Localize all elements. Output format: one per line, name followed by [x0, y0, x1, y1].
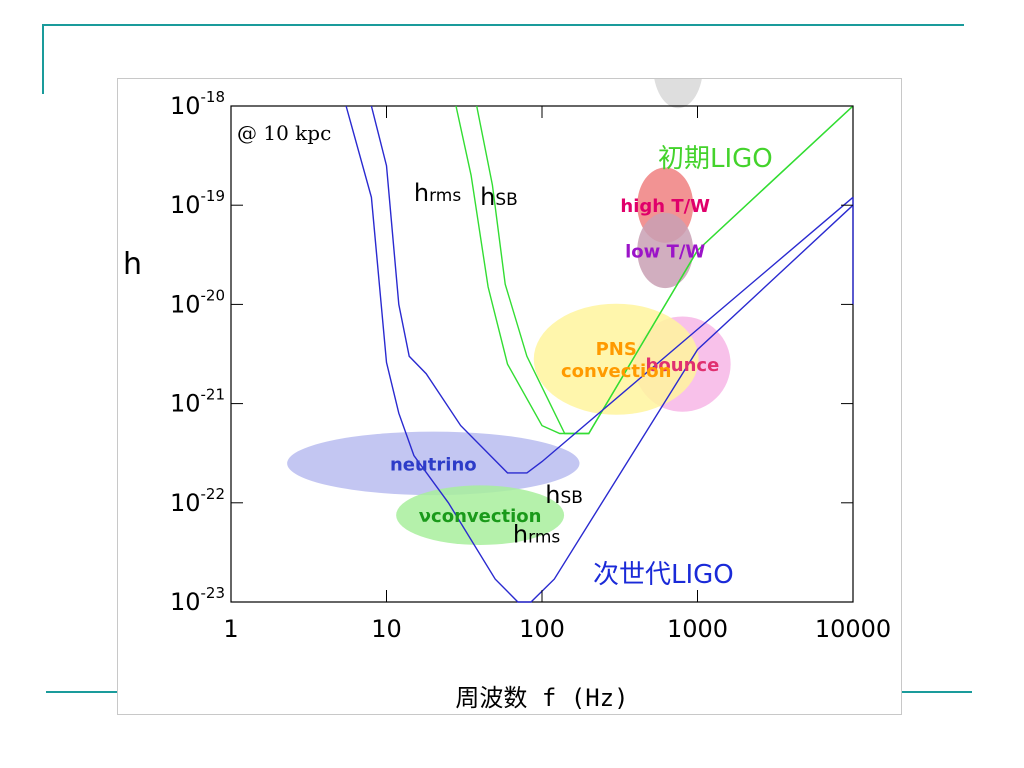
curve-initial-hsb — [476, 105, 854, 435]
curve-advanced-hrms — [345, 105, 854, 603]
y-axis-label: h — [123, 247, 142, 282]
region-label-neutrino: neutrino — [390, 454, 477, 475]
curve-label-rms: hrms — [414, 179, 461, 207]
chart-figure: 1 10 100 1000 10000 10-18 10-19 10-20 10-21 10-22… — [117, 78, 902, 715]
x-axis-label: 周波数 f (Hz) — [455, 684, 628, 712]
region-label-convection: νconvection — [419, 506, 542, 527]
slide-left-rule — [42, 24, 44, 94]
detector-label-initial-ligo: 初期LIGO — [658, 144, 773, 174]
region-label-high-t-w: high T/W — [620, 196, 710, 217]
curve-label-rms: hrms — [513, 520, 560, 548]
y-tick-label: 10-19 — [170, 187, 225, 219]
y-tick-label: 10-18 — [170, 88, 225, 120]
chart: 1 10 100 1000 10000 10-18 10-19 10-20 10-21 10-22… — [123, 79, 891, 712]
slide-top-rule — [42, 24, 964, 26]
detector-label-advanced-ligo: 次世代LIGO — [593, 560, 734, 590]
x-tick-label: 100 — [519, 615, 565, 643]
x-tick-label: 10 — [371, 615, 402, 643]
region-pns-convection — [533, 303, 699, 415]
region-label-low-t-w: low T/W — [625, 241, 705, 262]
slide-bottom-rule-left — [46, 691, 118, 693]
region-label-bounce: bounce — [646, 355, 720, 376]
x-tick-label: 1 — [223, 615, 238, 643]
curve-label-sb: hSB — [480, 183, 518, 211]
distance-annotation: @ 10 kpc — [237, 121, 331, 145]
x-tick-label: 10000 — [815, 615, 891, 643]
x-tick-label: 1000 — [667, 615, 728, 643]
y-tick-label: 10-20 — [170, 286, 225, 318]
region-convection — [396, 485, 565, 545]
region-g-mode — [654, 79, 702, 109]
y-tick-label: 10-21 — [170, 386, 225, 418]
slide-bottom-rule-right — [902, 691, 972, 693]
region-label-pns-convection: PNS convection — [561, 339, 671, 382]
y-tick-label: 10-23 — [170, 584, 225, 616]
curve-label-sb: hSB — [545, 481, 583, 509]
region-neutrino — [287, 431, 580, 496]
y-tick-label: 10-22 — [170, 485, 225, 517]
curve-advanced-hsb — [370, 105, 854, 474]
region-low-t-w — [637, 212, 694, 289]
